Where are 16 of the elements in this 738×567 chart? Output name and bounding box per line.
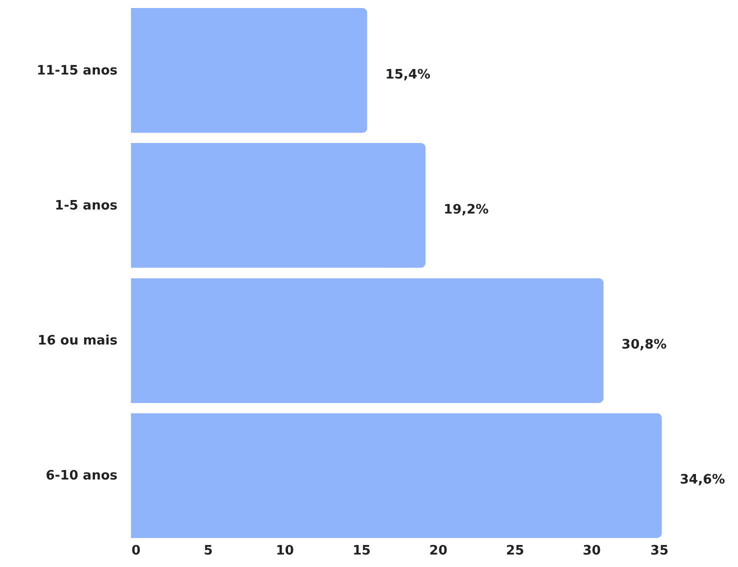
x-tick-label: 0 [132,544,141,558]
data-label: 15,4% [385,67,430,82]
y-tick-label: 11-15 anos [36,63,118,78]
x-tick-label: 25 [506,544,524,558]
y-tick-label: 1-5 anos [54,198,118,214]
x-tick-label: 5 [204,544,213,558]
y-tick-label: 16 ou mais [38,334,118,349]
x-tick-label: 20 [429,544,448,558]
x-tick-label: 30 [582,544,601,558]
x-tick-label: 15 [352,544,371,558]
y-tick-label: 6-10 anos [46,468,118,484]
data-label: 30,8% [622,338,667,353]
x-tick-label: 10 [276,544,294,558]
data-label: 19,2% [444,202,489,218]
x-tick-label: 35 [650,544,668,558]
data-label: 34,6% [680,472,725,488]
